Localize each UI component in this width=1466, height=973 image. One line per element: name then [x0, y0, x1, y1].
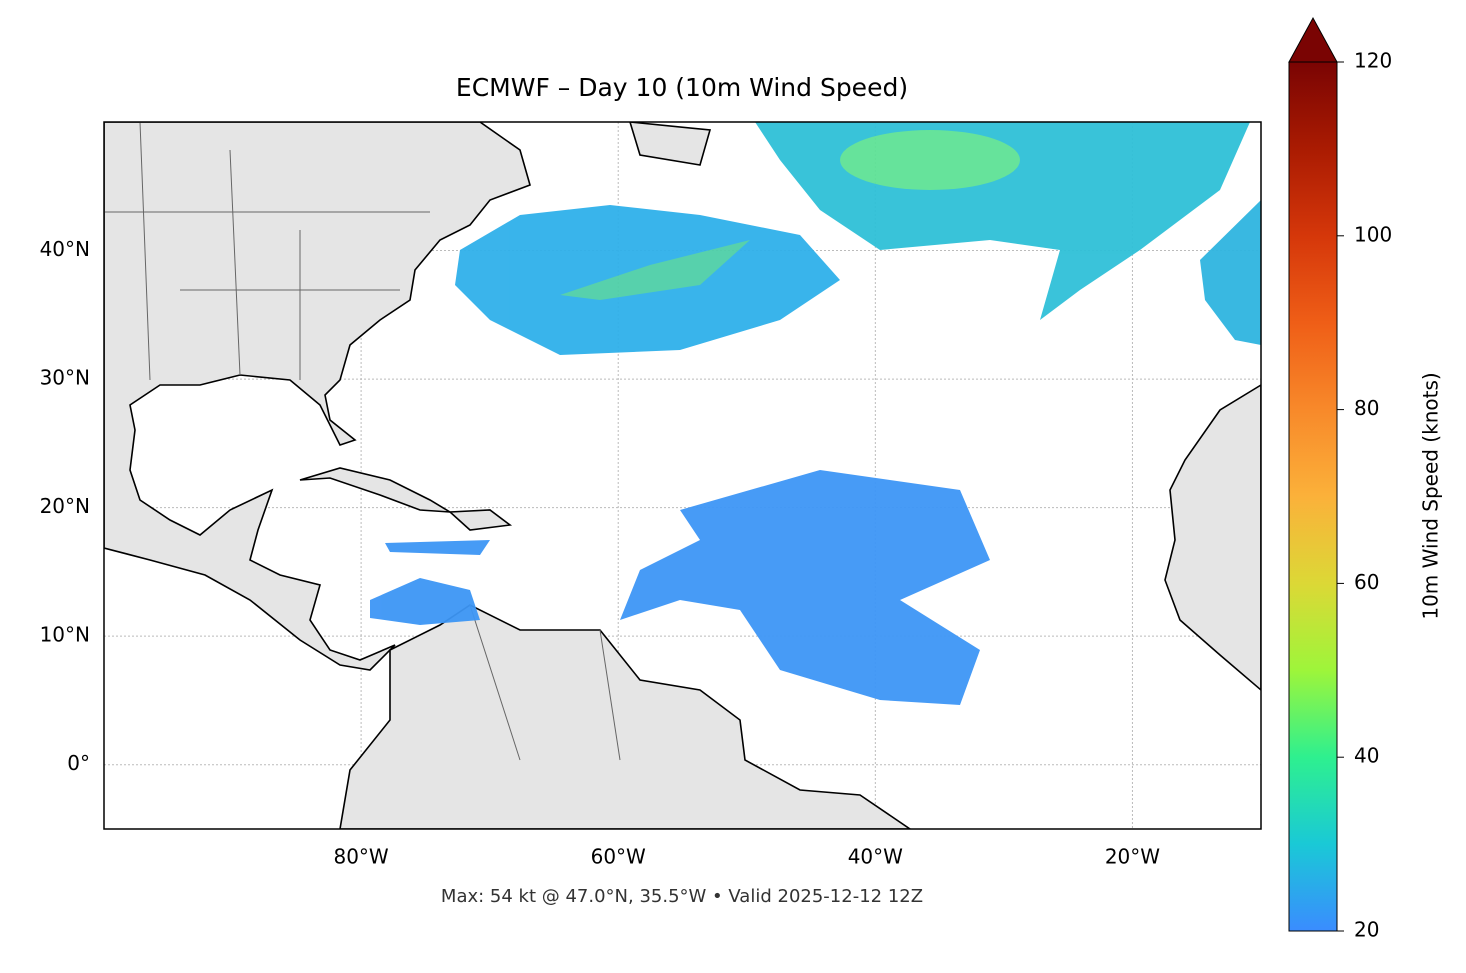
- wind-core: [840, 130, 1020, 190]
- y-tick-label: 40°N: [40, 237, 90, 261]
- footer: Max: 54 kt @ 47.0°N, 35.5°W • Valid 2025…: [441, 886, 923, 907]
- colorbar-tick-label: 60: [1354, 570, 1379, 594]
- title: ECMWF – Day 10 (10m Wind Speed): [456, 73, 908, 102]
- africa: [1164, 384, 1261, 692]
- wind-area: [560, 240, 750, 300]
- colorbar-extend: [1288, 16, 1338, 63]
- borders: [104, 122, 621, 761]
- wind-area: [385, 540, 490, 555]
- map: [104, 122, 1261, 829]
- y-tick-label: 20°N: [40, 494, 90, 518]
- y-tick-label: 30°N: [40, 366, 90, 390]
- y-tick-label: 10°N: [40, 623, 90, 647]
- land: [104, 122, 1261, 829]
- wind-field: [370, 122, 1261, 705]
- colorbar-tick-label: 120: [1354, 49, 1392, 73]
- newfoundland: [629, 122, 712, 166]
- wind-area: [370, 578, 480, 625]
- x-tick-label: 80°W: [333, 845, 388, 869]
- north-america: [104, 122, 531, 671]
- map-frame: [103, 121, 1262, 830]
- colorbar-label: 10m Wind Speed (knots): [1419, 372, 1443, 619]
- colorbar-tick-label: 20: [1354, 918, 1379, 942]
- colorbar-tick-label: 80: [1354, 396, 1379, 420]
- wind-area: [620, 470, 990, 705]
- hispaniola: [448, 509, 513, 531]
- x-tick-label: 60°W: [591, 845, 646, 869]
- colorbar-tick-label: 100: [1354, 222, 1392, 246]
- colorbar-tick-label: 40: [1354, 744, 1379, 768]
- axes: 80°W 60°W 40°W 20°W 40°N 30°N 20°N 10°N 0° 20 40 60…: [40, 49, 1393, 942]
- colorbar: [1288, 61, 1338, 932]
- south-america: [339, 604, 912, 829]
- cuba: [299, 467, 451, 513]
- x-tick-label: 20°W: [1105, 845, 1160, 869]
- x-tick-label: 40°W: [848, 845, 903, 869]
- y-tick-label: 0°: [67, 751, 90, 775]
- wind-area: [1200, 200, 1261, 345]
